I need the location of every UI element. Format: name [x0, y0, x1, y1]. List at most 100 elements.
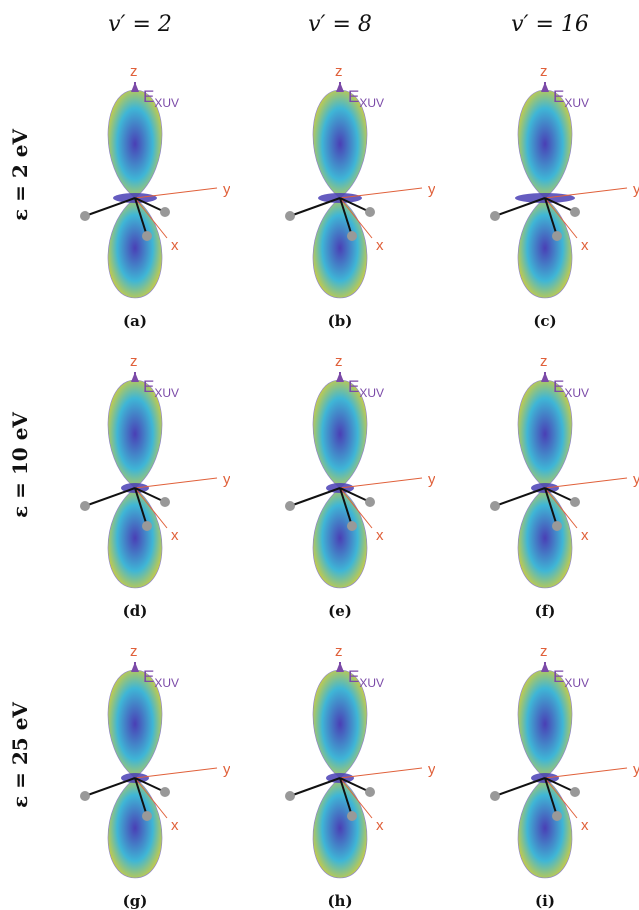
y-axis-line [544, 187, 628, 199]
x-axis-label: x [376, 237, 384, 254]
z-axis-label: z [335, 63, 343, 80]
atom-marker [285, 501, 295, 511]
atom-marker [347, 231, 357, 241]
panel: z y x EXUV (a) [40, 60, 230, 330]
atom-marker [80, 211, 90, 221]
y-axis-label: y [428, 181, 435, 198]
bond-line [339, 777, 353, 817]
lower-lobe [107, 487, 163, 589]
y-axis-line [134, 477, 218, 489]
panel: z y x EXUV (b) [245, 60, 435, 330]
atom-marker [552, 811, 562, 821]
y-axis-label: y [428, 761, 435, 778]
lower-lobe [312, 197, 368, 299]
atom-marker [142, 521, 152, 531]
atom-marker [570, 497, 580, 507]
bond-line [134, 487, 148, 527]
bond-line [544, 777, 576, 793]
z-axis-label: z [130, 63, 138, 80]
field-arrowhead [131, 82, 139, 92]
x-axis-line [134, 487, 168, 529]
atom-marker [490, 211, 500, 221]
lower-lobe [517, 197, 573, 299]
panel-caption: (f) [534, 602, 556, 620]
y-axis-label: y [223, 181, 230, 198]
x-axis-label: x [581, 817, 589, 834]
x-axis-line [544, 197, 578, 239]
panel-caption: (e) [328, 602, 352, 620]
field-arrowhead [131, 372, 139, 382]
row-label-25ev: ε = 25 eV [8, 702, 32, 808]
lower-lobe [312, 777, 368, 879]
bond-line [494, 197, 546, 217]
bond-line [494, 777, 546, 797]
panel-caption: (d) [122, 602, 148, 620]
y-axis-line [339, 187, 423, 199]
x-axis-label: x [171, 237, 179, 254]
bond-line [494, 487, 546, 507]
y-axis-label: y [633, 471, 639, 488]
panel: z y x EXUV (g) [40, 640, 230, 910]
bond-line [134, 777, 148, 817]
y-axis-label: y [223, 471, 230, 488]
lower-lobe [517, 487, 573, 589]
x-axis-label: x [376, 527, 384, 544]
lower-lobe [107, 777, 163, 879]
x-axis-line [339, 487, 373, 529]
y-axis-line [134, 187, 218, 199]
bond-line [134, 777, 166, 793]
bond-line [544, 487, 558, 527]
panel-caption: (h) [327, 892, 353, 910]
x-axis-label: x [581, 527, 589, 544]
lower-lobe [107, 197, 163, 299]
bond-line [84, 777, 136, 797]
atom-marker [365, 207, 375, 217]
column-header-v8: v′ = 8 [308, 12, 372, 37]
column-header-v2: v′ = 2 [108, 12, 172, 37]
field-arrowhead [131, 662, 139, 672]
x-axis-line [339, 197, 373, 239]
atom-marker [552, 231, 562, 241]
atom-marker [160, 207, 170, 217]
lower-lobe [517, 777, 573, 879]
z-axis-label: z [335, 353, 343, 370]
bond-line [339, 197, 353, 237]
atom-marker [160, 787, 170, 797]
atom-marker [285, 791, 295, 801]
atom-marker [570, 207, 580, 217]
bond-line [544, 197, 558, 237]
panel: z y x EXUV (d) [40, 350, 230, 620]
y-axis-label: y [633, 761, 639, 778]
field-arrowhead [541, 82, 549, 92]
x-axis-line [339, 777, 373, 819]
atom-marker [347, 811, 357, 821]
field-arrowhead [336, 372, 344, 382]
column-header-v16: v′ = 16 [511, 12, 589, 37]
field-arrowhead [541, 662, 549, 672]
z-axis-label: z [335, 643, 343, 660]
panel-caption: (c) [533, 312, 557, 330]
x-axis-label: x [171, 527, 179, 544]
atom-marker [285, 211, 295, 221]
bond-line [339, 487, 371, 503]
panel: z y x EXUV (i) [450, 640, 639, 910]
row-label-2ev: ε = 2 eV [8, 129, 32, 221]
y-axis-line [134, 767, 218, 779]
z-axis-label: z [540, 63, 548, 80]
x-axis-label: x [581, 237, 589, 254]
atom-marker [365, 787, 375, 797]
x-axis-label: x [376, 817, 384, 834]
z-axis-label: z [540, 643, 548, 660]
y-axis-line [339, 477, 423, 489]
x-axis-line [134, 197, 168, 239]
row-label-10ev: ε = 10 eV [8, 412, 32, 518]
bond-line [289, 487, 341, 507]
panel-caption: (i) [535, 892, 555, 910]
y-axis-label: y [223, 761, 230, 778]
